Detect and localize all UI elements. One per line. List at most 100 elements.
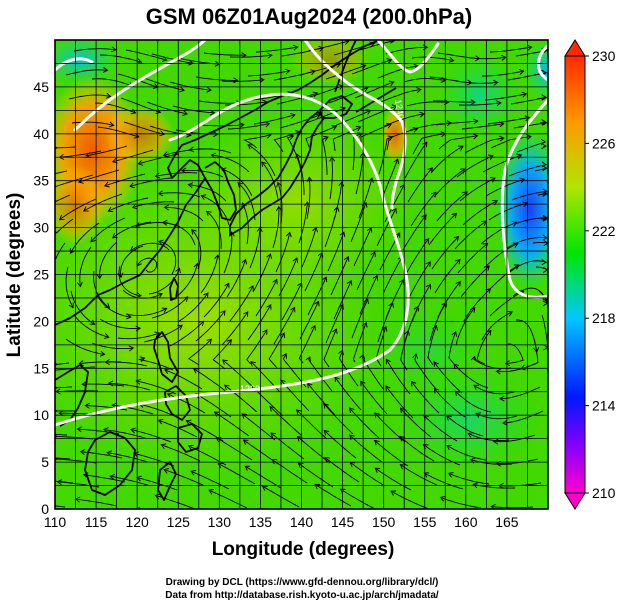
streamline xyxy=(351,59,392,75)
streamline-arrowhead xyxy=(109,473,116,480)
contour-high-east xyxy=(303,40,407,210)
streamline-arrowhead xyxy=(374,467,381,473)
streamline xyxy=(511,190,547,201)
streamline xyxy=(493,434,536,443)
streamline-arrowhead xyxy=(262,329,268,335)
streamline xyxy=(104,173,146,187)
streamline xyxy=(382,256,403,295)
streamline xyxy=(247,70,290,77)
streamline xyxy=(427,325,437,366)
streamline-arrowhead xyxy=(103,333,110,339)
streamline xyxy=(399,436,435,462)
streamline-arrowhead xyxy=(422,141,428,148)
streamline-arrowhead xyxy=(270,432,277,438)
streamline xyxy=(222,359,255,389)
streamline-arrowhead xyxy=(76,426,83,433)
streamline-arrowhead xyxy=(453,235,460,242)
streamline xyxy=(224,384,258,413)
streamline-arrowhead xyxy=(323,403,329,409)
streamline-arrowhead xyxy=(179,86,185,93)
streamline xyxy=(181,169,224,178)
streamline-arrowhead xyxy=(323,429,330,436)
streamline xyxy=(453,363,489,389)
streamline xyxy=(374,412,406,443)
streamline xyxy=(460,265,490,298)
streamline-arrowhead xyxy=(473,384,479,390)
streamline xyxy=(56,386,73,389)
streamline-arrowhead xyxy=(55,434,58,439)
streamline xyxy=(323,430,357,459)
streamline xyxy=(195,393,232,418)
streamline-arrowhead xyxy=(355,125,362,132)
streamline-arrowhead xyxy=(242,439,249,445)
streamline xyxy=(203,283,230,318)
streamline xyxy=(440,496,482,509)
streamline-arrowhead xyxy=(334,376,340,383)
streamline xyxy=(191,229,202,270)
streamline-arrowhead xyxy=(162,151,169,158)
streamline xyxy=(423,415,458,442)
streamline xyxy=(402,214,427,251)
streamline-arrowhead xyxy=(208,489,215,495)
streamline-arrowhead xyxy=(139,356,146,363)
streamline-arrowhead xyxy=(425,261,431,267)
streamline-arrowhead xyxy=(453,363,460,370)
x-axis-label: Longitude (degrees) xyxy=(212,539,395,560)
streamline xyxy=(206,210,222,250)
streamline xyxy=(229,285,254,322)
y-tick-label: 40 xyxy=(33,126,49,142)
streamline-arrowhead xyxy=(472,482,479,489)
streamline xyxy=(356,251,376,291)
y-tick-label: 20 xyxy=(33,313,49,329)
streamline-arrowhead xyxy=(107,206,114,213)
streamline xyxy=(461,123,504,130)
streamline-arrowhead xyxy=(266,304,272,310)
streamline-arrowhead xyxy=(542,215,548,222)
streamline xyxy=(380,89,422,103)
streamline-arrowhead xyxy=(157,190,164,197)
streamline xyxy=(483,243,518,269)
streamline xyxy=(331,109,371,128)
x-tick-label: 125 xyxy=(167,514,191,530)
y-tick-label: 45 xyxy=(33,79,49,95)
streamline-arrowhead xyxy=(369,41,376,48)
streamline-arrowhead xyxy=(374,412,380,418)
streamline xyxy=(130,429,172,443)
streamline-arrowhead xyxy=(314,300,320,307)
streamline xyxy=(307,276,327,316)
streamline xyxy=(376,208,397,247)
streamline xyxy=(359,40,395,51)
streamline-arrowhead xyxy=(107,380,114,387)
streamline-arrowhead xyxy=(55,257,57,260)
streamline xyxy=(118,265,142,297)
streamline xyxy=(537,193,547,196)
streamline-arrowhead xyxy=(507,310,513,317)
coastline-sakhalin xyxy=(334,40,357,93)
streamline-arrowhead xyxy=(248,285,254,291)
streamline xyxy=(79,246,92,287)
streamline xyxy=(330,256,349,296)
streamline-arrowhead xyxy=(349,407,355,413)
streamline-arrowhead xyxy=(521,91,528,98)
streamline-arrowhead xyxy=(386,122,393,129)
streamline xyxy=(193,368,229,394)
streamline-arrowhead xyxy=(333,206,340,212)
streamline-arrowhead xyxy=(77,178,84,184)
streamline xyxy=(201,124,244,127)
streamline-arrowhead xyxy=(130,427,136,434)
streamline-arrowhead xyxy=(96,273,103,280)
credit-drawing: Drawing by DCL (https://www.gfd-dennou.o… xyxy=(166,577,439,588)
streamline-arrowhead xyxy=(191,229,197,235)
streamline-arrowhead xyxy=(310,324,316,331)
streamline xyxy=(57,362,70,365)
streamline-arrowhead xyxy=(467,432,474,438)
streamline-arrowhead xyxy=(55,457,59,461)
coastline-vietnam xyxy=(55,364,89,427)
streamline xyxy=(146,101,188,115)
streamline xyxy=(329,157,333,200)
streamline-arrowhead xyxy=(512,242,519,248)
streamline-arrowhead xyxy=(106,450,112,457)
streamline-arrowhead xyxy=(499,395,505,402)
streamline-arrowhead xyxy=(78,360,84,367)
streamline xyxy=(489,46,532,53)
